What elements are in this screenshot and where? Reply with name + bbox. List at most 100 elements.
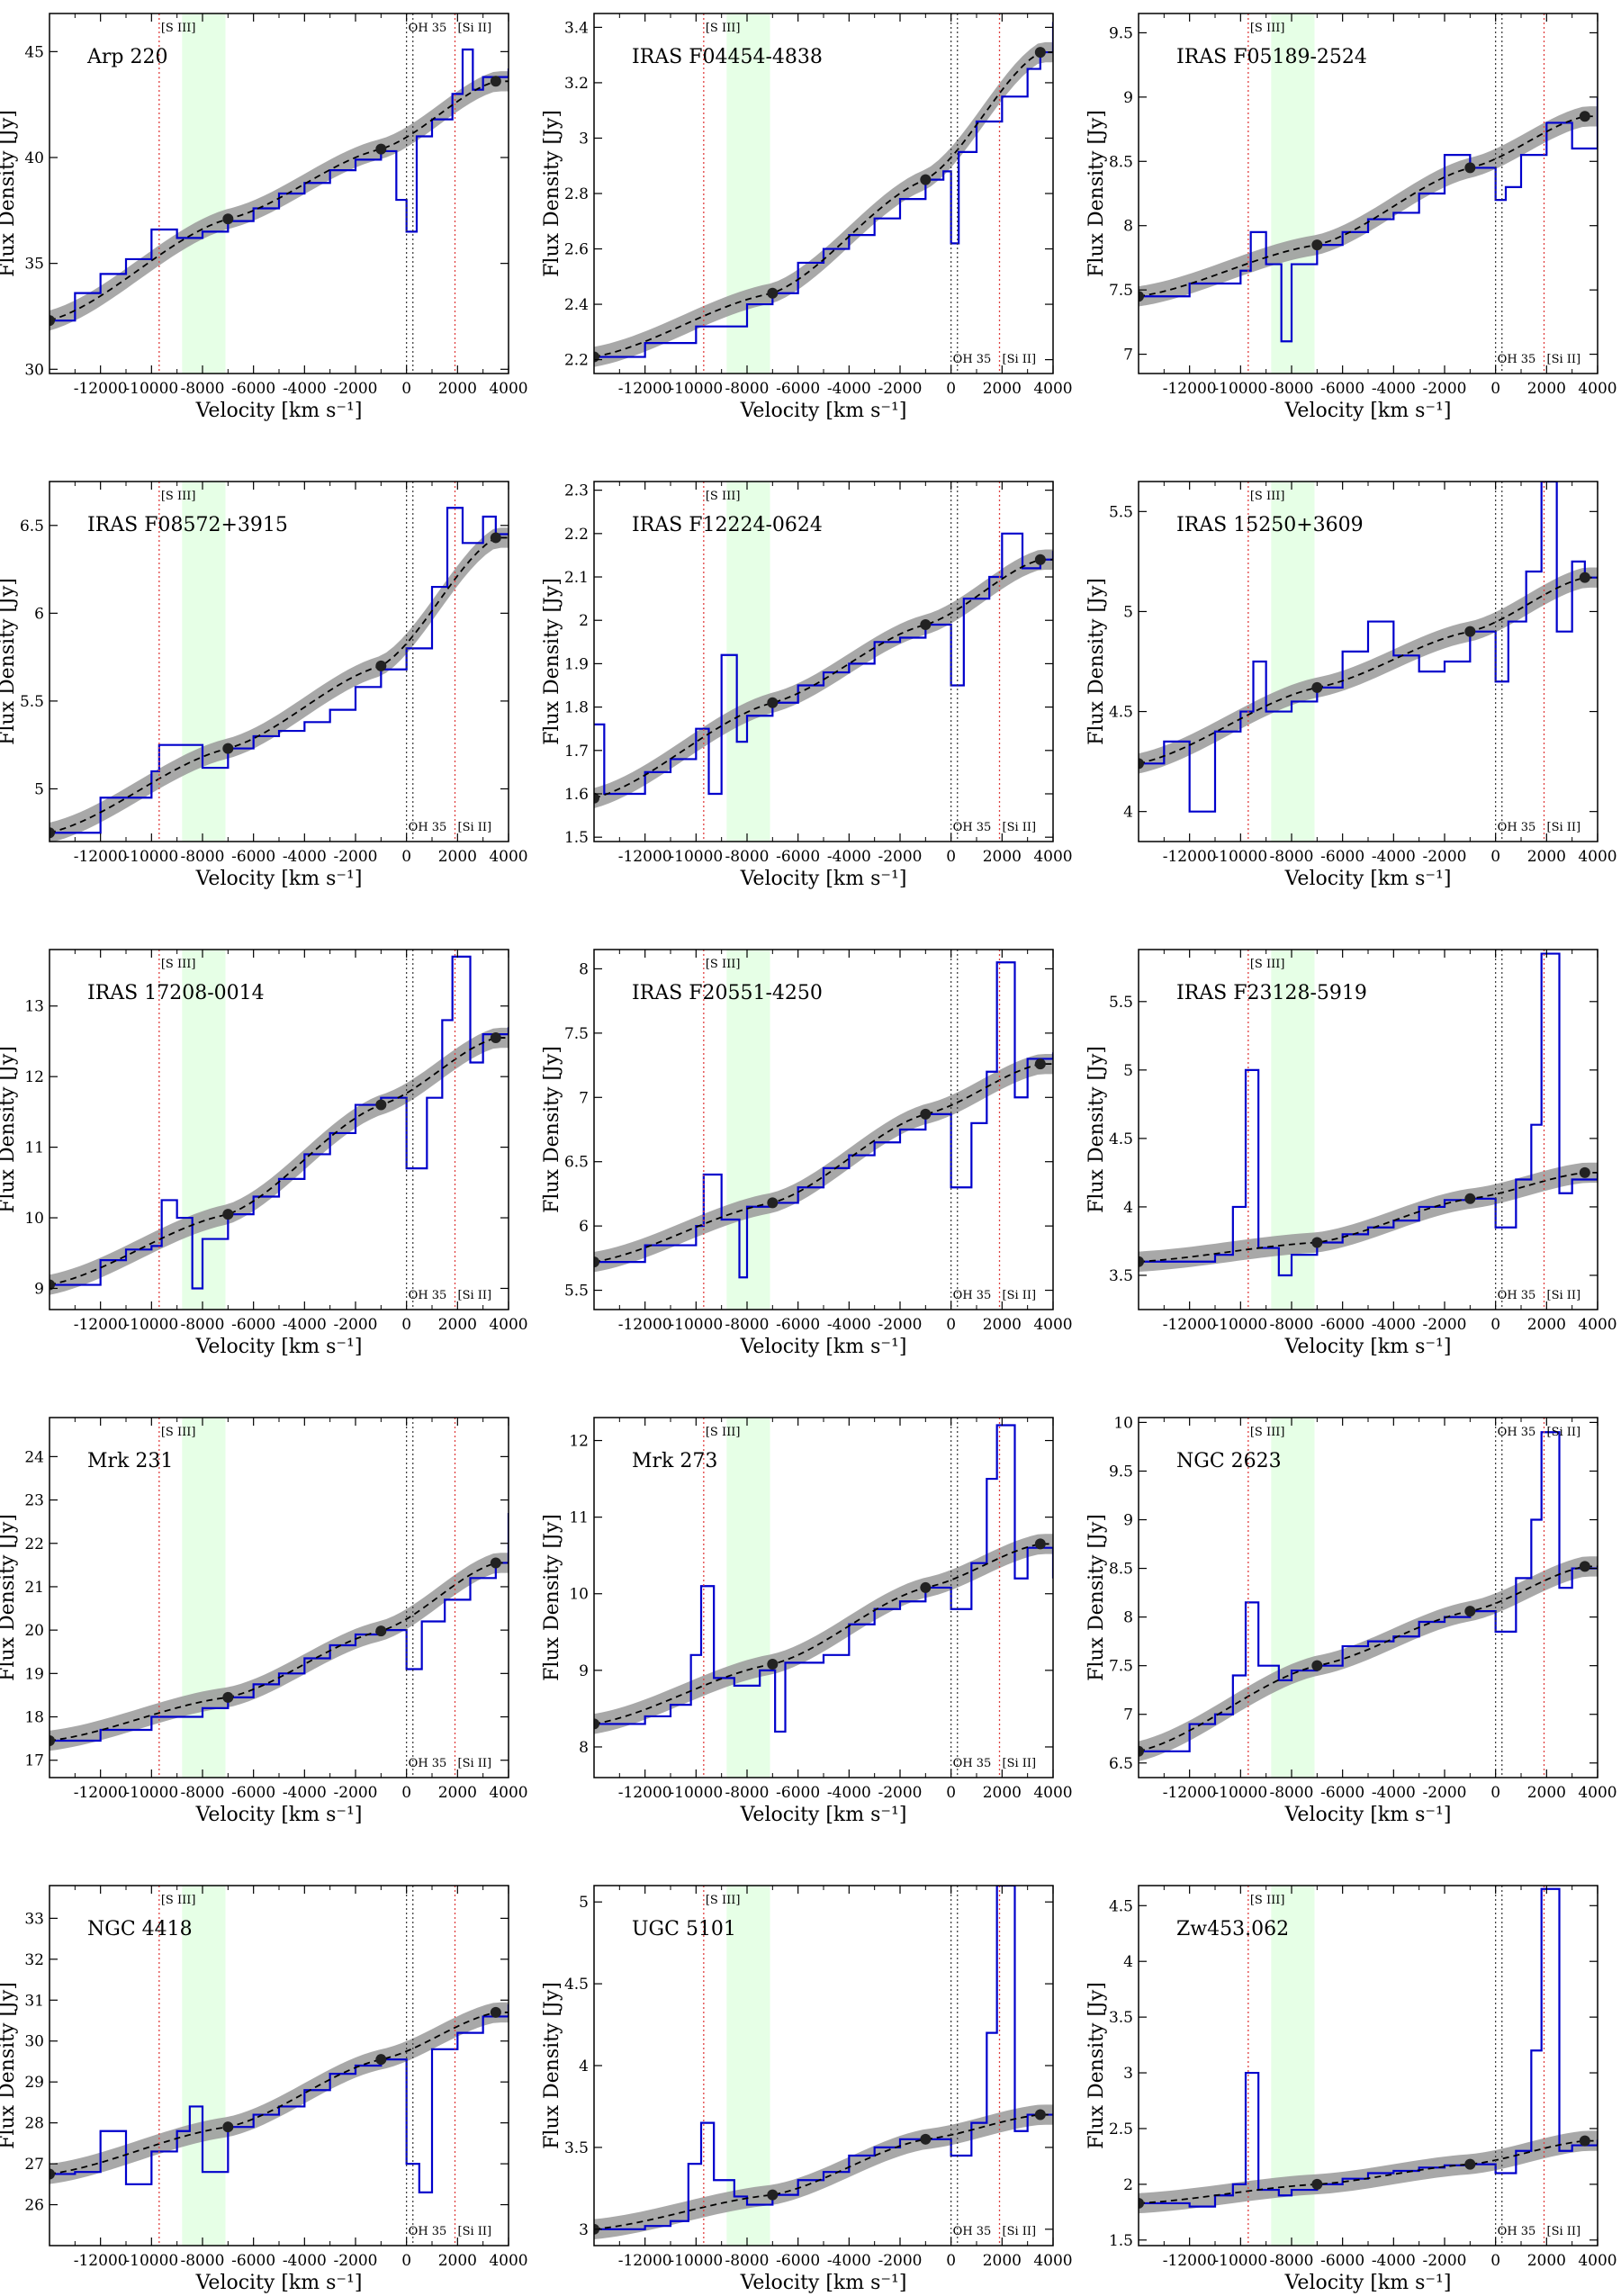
y-tick-label: 9.5 — [1109, 24, 1133, 42]
spectrum-line — [1139, 482, 1598, 813]
shaded-band — [726, 482, 770, 842]
x-axis-label: Velocity [km s⁻¹] — [740, 400, 907, 422]
y-tick-label: 3.4 — [564, 19, 589, 37]
y-tick-label: 17 — [24, 1752, 44, 1770]
plot-area — [50, 482, 509, 842]
x-tick-label: -8000 — [1269, 848, 1313, 866]
fit-point-1 — [594, 1256, 599, 1268]
spectrum-line — [594, 1424, 1053, 1733]
y-tick-label: 2.3 — [564, 482, 589, 500]
x-tick-label: 4000 — [1578, 380, 1616, 398]
fit-point-3 — [1464, 1606, 1476, 1617]
x-tick-label: -12000 — [618, 1784, 672, 1802]
y-tick-label: 3.5 — [1109, 2009, 1133, 2027]
fit-point-3 — [920, 2133, 932, 2145]
y-tick-label: 2.4 — [564, 296, 589, 314]
x-tick-label: 2000 — [1527, 1784, 1566, 1802]
s3-label: [S III] — [1250, 958, 1285, 971]
shaded-band — [1271, 482, 1315, 842]
s3-label: [S III] — [161, 1894, 196, 1907]
y-tick-label: 2.2 — [564, 352, 589, 370]
y-tick-label: 24 — [24, 1448, 44, 1466]
si2-label: [Si II] — [1547, 2225, 1581, 2238]
y-axis-label: Flux Density [Jy] — [541, 110, 563, 277]
plot-area — [594, 1418, 1053, 1778]
y-tick-label: 30 — [24, 2033, 44, 2051]
fit-uncertainty-band — [1139, 1556, 1598, 1762]
y-tick-label: 29 — [24, 2074, 44, 2092]
oh-label: OH 35 — [409, 1757, 447, 1770]
x-tick-label: -12000 — [74, 1784, 128, 1802]
x-tick-label: 2000 — [438, 2252, 477, 2270]
y-tick-label: 4 — [1123, 1199, 1133, 1217]
y-tick-label: 7 — [1123, 1706, 1133, 1724]
panel-14: -12000-10000 -8000 -6000 -4000 -2000 0 2000 400… — [541, 1885, 1073, 2294]
fit-line — [50, 536, 509, 834]
x-tick-label: -10000 — [124, 2252, 178, 2270]
panel-4: -12000-10000 -8000 -6000 -4000 -2000 0 2000 400… — [0, 481, 528, 890]
fit-point-3 — [1464, 626, 1476, 637]
panel-2: -12000-10000 -8000 -6000 -4000 -2000 0 2000 400… — [541, 13, 1073, 422]
y-tick-label: 8 — [1123, 1609, 1133, 1627]
fit-point-1 — [50, 1735, 55, 1747]
y-tick-label: 5.5 — [564, 1283, 589, 1301]
x-tick-label: -8000 — [1269, 2252, 1313, 2270]
fit-point-2 — [1311, 1237, 1323, 1248]
si2-label: [Si II] — [1547, 353, 1581, 366]
plot-area — [50, 14, 509, 374]
fit-point-3 — [920, 1108, 932, 1120]
x-axis-label: Velocity [km s⁻¹] — [195, 868, 363, 890]
x-tick-label: -2000 — [878, 848, 922, 866]
x-tick-label: -6000 — [231, 2252, 275, 2270]
y-axis-label: Flux Density [Jy] — [541, 1982, 563, 2149]
x-tick-label: 0 — [1490, 2252, 1500, 2270]
y-tick-label: 1.9 — [564, 655, 589, 673]
x-tick-label: 2000 — [1527, 1316, 1566, 1334]
fit-point-2 — [222, 743, 234, 754]
x-tick-label: -4000 — [827, 380, 871, 398]
x-tick-label: 0 — [946, 1316, 956, 1334]
x-tick-label: -8000 — [725, 1784, 769, 1802]
x-tick-label: 0 — [946, 1784, 956, 1802]
panel-title: IRAS 15250+3609 — [1176, 514, 1364, 536]
fit-line — [1139, 576, 1598, 765]
y-tick-label: 23 — [24, 1492, 44, 1510]
plot-area — [1139, 950, 1598, 1310]
y-tick-label: 6.5 — [20, 518, 44, 536]
spectrum-line — [1139, 96, 1598, 343]
x-tick-label: -2000 — [333, 1316, 377, 1334]
x-tick-label: -4000 — [1372, 2252, 1416, 2270]
x-tick-label: 0 — [401, 1316, 411, 1334]
si2-label: [Si II] — [1003, 2225, 1037, 2238]
x-tick-label: 0 — [1490, 1316, 1500, 1334]
x-axis-label: Velocity [km s⁻¹] — [1284, 868, 1452, 890]
s3-label: [S III] — [706, 1426, 741, 1439]
y-tick-label: 2.2 — [564, 526, 589, 544]
x-tick-label: 0 — [946, 848, 956, 866]
x-tick-label: -10000 — [124, 1316, 178, 1334]
y-tick-label: 5 — [1123, 1062, 1133, 1080]
fit-line — [1139, 2139, 1598, 2204]
panel-15: -12000-10000 -8000 -6000 -4000 -2000 0 2000 400… — [1085, 1885, 1617, 2294]
fit-point-1 — [594, 792, 599, 804]
fit-point-4 — [490, 1557, 501, 1569]
y-tick-label: 21 — [24, 1579, 44, 1597]
x-tick-label: -10000 — [669, 380, 723, 398]
panel-title: UGC 5101 — [632, 1918, 736, 1940]
fit-point-2 — [1311, 681, 1323, 693]
fit-uncertainty-band — [594, 1053, 1053, 1273]
fit-point-3 — [375, 1625, 387, 1637]
x-tick-label: -6000 — [231, 380, 275, 398]
fit-line — [594, 2113, 1053, 2230]
x-tick-label: 2000 — [983, 1784, 1022, 1802]
si2-label: [Si II] — [1003, 821, 1037, 834]
x-tick-label: -6000 — [776, 1784, 820, 1802]
x-tick-label: 0 — [401, 380, 411, 398]
plot-area — [1139, 14, 1598, 374]
s3-label: [S III] — [706, 22, 741, 35]
fit-point-4 — [1034, 47, 1046, 59]
x-tick-label: -10000 — [669, 2252, 723, 2270]
y-tick-label: 32 — [24, 1951, 44, 1969]
y-tick-label: 1.5 — [564, 829, 589, 847]
fit-line — [594, 51, 1053, 358]
